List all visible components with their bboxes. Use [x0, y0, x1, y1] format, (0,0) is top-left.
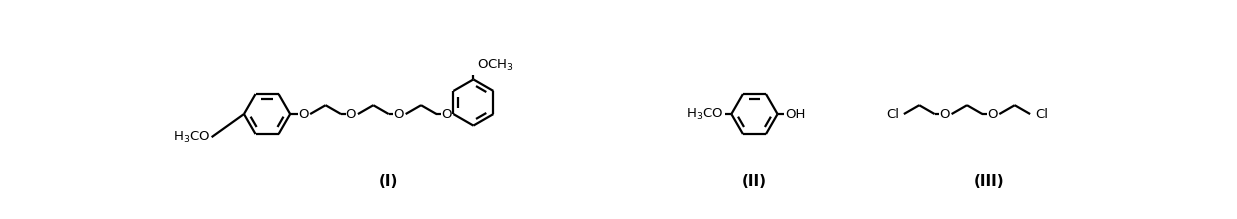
Text: OH: OH [785, 108, 805, 121]
Text: O: O [987, 108, 998, 121]
Text: H$_3$CO: H$_3$CO [173, 130, 210, 145]
Text: O: O [345, 108, 356, 121]
Text: OCH$_3$: OCH$_3$ [477, 58, 515, 73]
Text: (I): (I) [379, 173, 398, 189]
Text: (II): (II) [742, 173, 767, 189]
Text: Cl: Cl [1035, 108, 1049, 121]
Text: O: O [393, 108, 404, 121]
Text: Cl: Cl [887, 108, 899, 121]
Text: (III): (III) [974, 173, 1004, 189]
Text: O: O [939, 108, 950, 121]
Text: O: O [298, 108, 308, 121]
Text: O: O [442, 108, 452, 121]
Text: H$_3$CO: H$_3$CO [687, 106, 724, 122]
